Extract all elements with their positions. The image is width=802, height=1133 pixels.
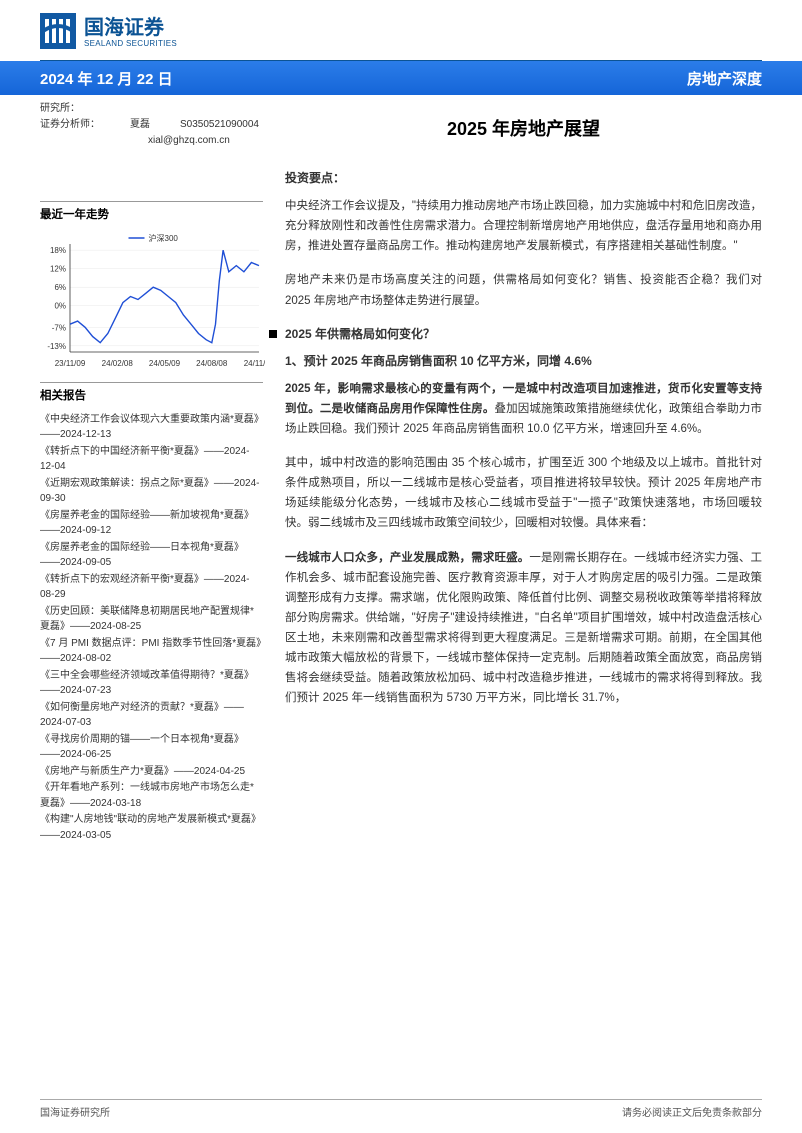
related-report-item: 《中央经济工作会议体现六大重要政策内涵*夏磊》——2024-12-13 bbox=[40, 412, 263, 443]
related-report-item: 《房屋养老金的国际经验——新加坡视角*夏磊》——2024-09-12 bbox=[40, 508, 263, 539]
right-column: 2025 年房地产展望 投资要点： 中央经济工作会议提及，"持续用力推动房地产市… bbox=[275, 101, 762, 844]
logo-name-en: SEALAND SECURITIES bbox=[84, 39, 177, 48]
report-date: 2024 年 12 月 22 日 bbox=[40, 68, 173, 89]
analyst-code: S0350521090004 bbox=[180, 117, 259, 133]
square-bullet-icon bbox=[269, 330, 277, 338]
analyst-label: 证券分析师： bbox=[40, 117, 100, 133]
svg-text:18%: 18% bbox=[50, 247, 66, 256]
analyst-name: 夏磊 bbox=[130, 117, 150, 133]
footer-divider bbox=[40, 1099, 762, 1100]
trend-chart: -13% -7% 0% 6% 12% 18% 23/11/09 24/02/08 24/05/0… bbox=[40, 230, 265, 370]
related-report-item: 《转折点下的宏观经济新平衡*夏磊》——2024-08-29 bbox=[40, 572, 263, 603]
logo-name-cn: 国海证券 bbox=[84, 17, 177, 39]
section-bullet: 2025 年供需格局如何变化？ bbox=[285, 325, 762, 342]
related-report-item: 《房地产与新质生产力*夏磊》——2024-04-25 bbox=[40, 764, 263, 780]
svg-text:-13%: -13% bbox=[47, 342, 66, 351]
related-report-item: 《如何衡量房地产对经济的贡献？*夏磊》——2024-07-03 bbox=[40, 700, 263, 731]
left-column: 研究所： 证券分析师： 夏磊 S0350521090004 xial@ghzq.… bbox=[40, 101, 275, 844]
dept-label: 研究所： bbox=[40, 101, 263, 117]
trend-title: 最近一年走势 bbox=[40, 201, 263, 224]
header: 国海证券 SEALAND SECURITIES bbox=[0, 0, 802, 60]
related-report-item: 《寻找房价周期的锚——一个日本视角*夏磊》——2024-06-25 bbox=[40, 732, 263, 763]
svg-text:24/11/07: 24/11/07 bbox=[244, 359, 265, 368]
related-report-item: 《历史回顾：美联储降息初期居民地产配置规律*夏磊》——2024-08-25 bbox=[40, 604, 263, 635]
related-title: 相关报告 bbox=[40, 382, 263, 405]
svg-text:24/02/08: 24/02/08 bbox=[102, 359, 134, 368]
svg-text:-7%: -7% bbox=[52, 324, 66, 333]
para-5-bold: 一线城市人口众多，产业发展成熟，需求旺盛。 bbox=[285, 552, 529, 564]
para-5: 一线城市人口众多，产业发展成熟，需求旺盛。一是刚需长期存在。一线城市经济实力强、… bbox=[285, 548, 762, 709]
footer-right: 请务必阅读正文后免责条款部分 bbox=[622, 1104, 762, 1119]
content: 研究所： 证券分析师： 夏磊 S0350521090004 xial@ghzq.… bbox=[0, 95, 802, 854]
title-band: 2024 年 12 月 22 日 房地产深度 bbox=[0, 61, 802, 95]
svg-text:0%: 0% bbox=[54, 302, 66, 311]
svg-text:24/08/08: 24/08/08 bbox=[196, 359, 228, 368]
para-3: 2025 年，影响需求最核心的变量有两个，一是城中村改造项目加速推进，货币化安置… bbox=[285, 379, 762, 439]
related-reports-list: 《中央经济工作会议体现六大重要政策内涵*夏磊》——2024-12-13《转折点下… bbox=[40, 412, 263, 844]
svg-text:6%: 6% bbox=[54, 284, 66, 293]
related-report-item: 《房屋养老金的国际经验——日本视角*夏磊》——2024-09-05 bbox=[40, 540, 263, 571]
subhead-1: 1、预计 2025 年商品房销售面积 10 亿平方米，同增 4.6% bbox=[285, 352, 762, 369]
footer-left: 国海证券研究所 bbox=[40, 1104, 110, 1119]
svg-text:23/11/09: 23/11/09 bbox=[55, 359, 86, 368]
related-report-item: 《三中全会哪些经济领域改革值得期待？*夏磊》——2024-07-23 bbox=[40, 668, 263, 699]
para-4: 其中，城中村改造的影响范围由 35 个核心城市，扩围至近 300 个地级及以上城… bbox=[285, 453, 762, 534]
report-category: 房地产深度 bbox=[687, 68, 762, 89]
svg-text:24/05/09: 24/05/09 bbox=[149, 359, 181, 368]
footer: 国海证券研究所 请务必阅读正文后免责条款部分 bbox=[0, 1099, 802, 1119]
related-report-item: 《近期宏观政策解读：拐点之际*夏磊》——2024-09-30 bbox=[40, 476, 263, 507]
svg-text:沪深300: 沪深300 bbox=[149, 233, 179, 243]
svg-text:12%: 12% bbox=[50, 265, 66, 274]
related-report-item: 《7 月 PMI 数据点评：PMI 指数季节性回落*夏磊》——2024-08-0… bbox=[40, 636, 263, 667]
related-report-item: 《转折点下的中国经济新平衡*夏磊》——2024-12-04 bbox=[40, 444, 263, 475]
related-report-item: 《开年看地产系列：一线城市房地产市场怎么走*夏磊》——2024-03-18 bbox=[40, 780, 263, 811]
logo: 国海证券 SEALAND SECURITIES bbox=[40, 13, 177, 52]
invest-points-title: 投资要点： bbox=[285, 169, 762, 186]
report-title: 2025 年房地产展望 bbox=[285, 115, 762, 141]
related-report-item: 《构建"人房地钱"联动的房地产发展新模式*夏磊》——2024-03-05 bbox=[40, 812, 263, 843]
analyst-email: xial@ghzq.com.cn bbox=[40, 133, 263, 149]
bullet-text: 2025 年供需格局如何变化？ bbox=[285, 325, 435, 342]
para-5-tail: 一是刚需长期存在。一线城市经济实力强、工作机会多、城市配套设施完善、医疗教育资源… bbox=[285, 552, 762, 705]
logo-icon bbox=[40, 13, 76, 52]
para-1: 中央经济工作会议提及，"持续用力推动房地产市场止跌回稳，加力实施城中村和危旧房改… bbox=[285, 196, 762, 256]
para-2: 房地产未来仍是市场高度关注的问题，供需格局如何变化？销售、投资能否企稳？我们对 … bbox=[285, 270, 762, 310]
